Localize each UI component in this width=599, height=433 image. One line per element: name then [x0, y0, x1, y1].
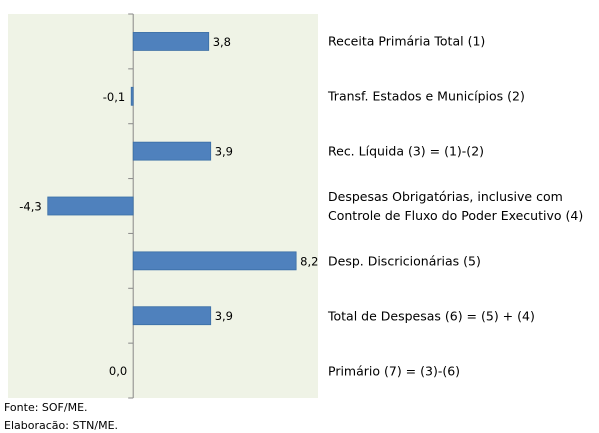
source-note: Fonte: SOF/ME.	[4, 401, 88, 414]
category-label: Despesas Obrigatórias, inclusive com Con…	[328, 189, 584, 223]
bar	[132, 32, 210, 51]
data-label: 8,2	[300, 254, 318, 268]
data-label: 3,9	[215, 145, 233, 159]
data-label: -0,1	[103, 90, 125, 104]
bar	[132, 306, 212, 326]
bar	[132, 251, 297, 271]
data-label: -4,3	[19, 200, 41, 214]
category-label: Primário (7) = (3)-(6)	[328, 363, 461, 379]
category-label: Transf. Estados e Municípios (2)	[328, 88, 525, 104]
category-label: Receita Primária Total (1)	[328, 33, 486, 49]
bar	[47, 196, 134, 216]
bar	[132, 141, 212, 161]
data-label: 3,8	[213, 35, 231, 49]
category-label: Desp. Discricionárias (5)	[328, 253, 481, 269]
bar	[130, 86, 134, 106]
credit-note: Elaboracão: STN/ME.	[4, 419, 119, 432]
category-label: Rec. Líquida (3) = (1)-(2)	[328, 143, 485, 159]
data-label: 0,0	[109, 364, 127, 378]
category-label: Total de Despesas (6) = (5) + (4)	[328, 308, 535, 324]
data-label: 3,9	[215, 309, 233, 323]
